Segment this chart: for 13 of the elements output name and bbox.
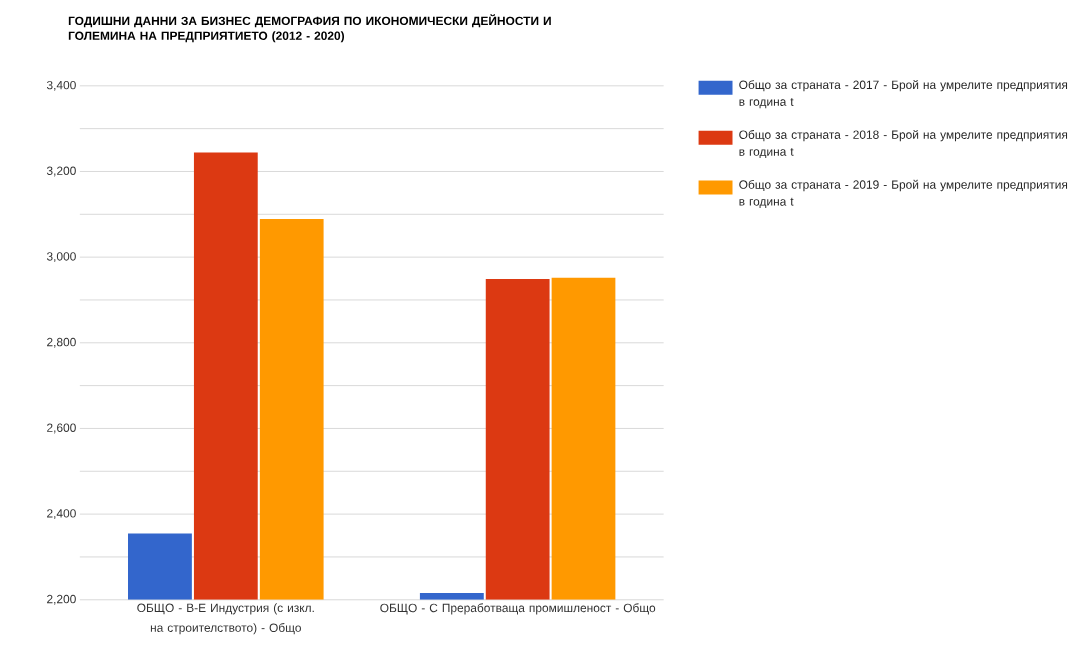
chart-title: ГОДИШНИ ДАННИ ЗА БИЗНЕС ДЕМОГРАФИЯ ПО ИКОНОМИЧЕСКИ ДЕЙНОСТИ И ГОЛЕМИНА НА ПРЕДПРИЯТИЕТО (2012 - 2020) — [68, 14, 551, 43]
y-tick-label: 3,400 — [46, 81, 76, 91]
y-tick-label: 3,200 — [46, 166, 76, 177]
y-tick-label: 2,600 — [47, 423, 76, 434]
y-tick-label: 2,800 — [47, 338, 76, 348]
y-tick-label: 3,000 — [46, 252, 76, 263]
y-tick-label: 2,400 — [47, 509, 76, 520]
legend-label: Общо за страната - 2017 - Брой на умрелите предприятия в година t — [739, 80, 1068, 109]
legend-label: Общо за страната - 2018 - Брой на умрелите предприятия в година t — [739, 130, 1068, 159]
x-tick-label: ОБЩО - B-E Индустрия (с изкл. на строителството) - Общо — [137, 603, 314, 635]
x-tick-label: ОБЩО - C Преработваща промишленост - Общо — [380, 603, 656, 615]
y-tick-label: 2,200 — [47, 595, 76, 605]
legend-label: Общо за страната - 2019 - Брой на умрелите предприятия в година t — [739, 179, 1068, 209]
